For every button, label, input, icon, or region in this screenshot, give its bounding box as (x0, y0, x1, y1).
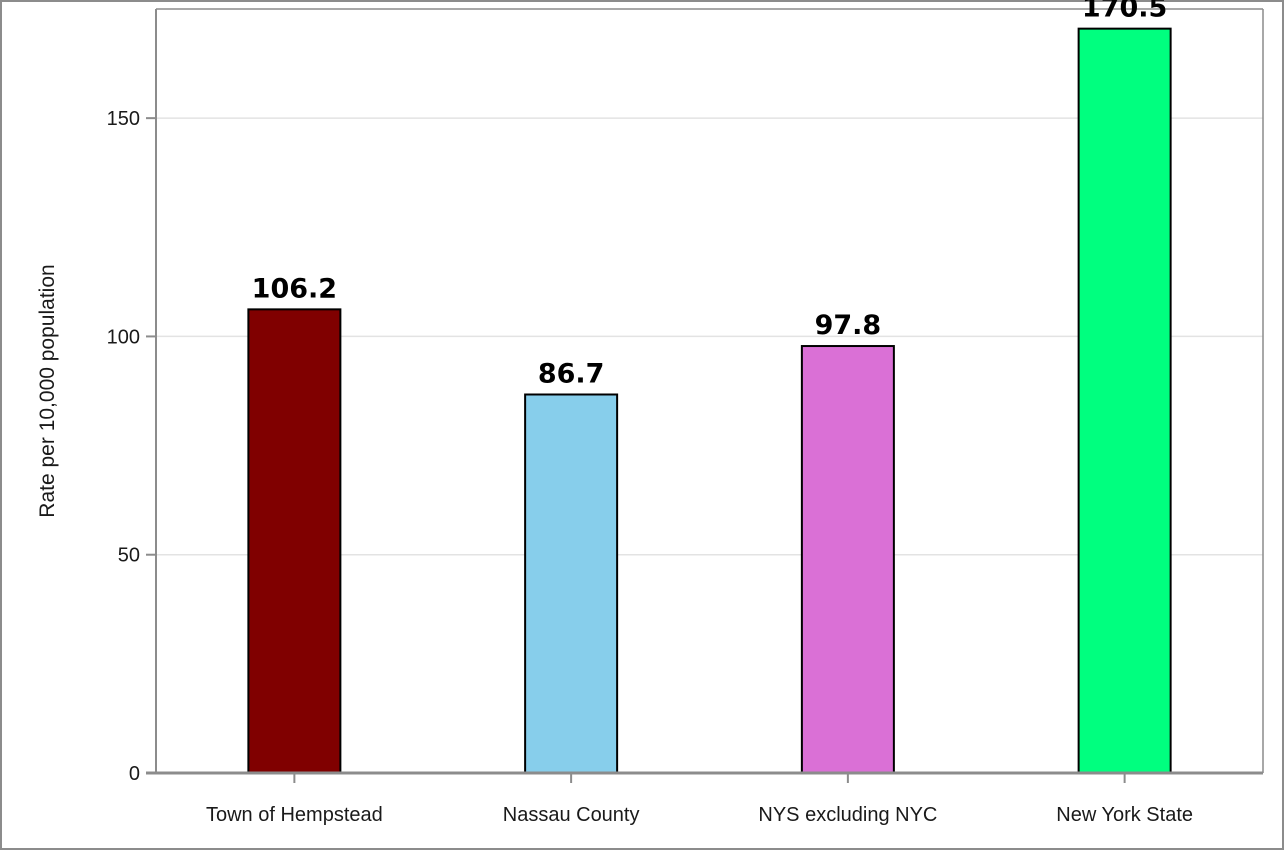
data-label: 97.8 (815, 310, 882, 341)
y-tick-label: 0 (129, 763, 140, 785)
bars (247, 27, 1172, 775)
x-tick-label: New York State (1056, 804, 1193, 826)
y-axis-title: Rate per 10,000 population (36, 264, 59, 517)
y-tick-label: 50 (118, 545, 140, 567)
bar (800, 345, 895, 774)
y-tick-label: 100 (107, 326, 140, 348)
x-tick-label: Town of Hempstead (206, 804, 383, 826)
x-tick-label: Nassau County (503, 804, 640, 826)
y-tick-label: 150 (107, 108, 140, 130)
axes (146, 8, 1264, 783)
data-label: 106.2 (252, 273, 337, 304)
bar (1077, 27, 1172, 775)
labels: 0 50 100 150 106.2 Town of Hempstead 86.7 Nassa… (107, 0, 1193, 826)
bar (524, 393, 619, 774)
bar (247, 308, 342, 774)
data-label: 170.5 (1082, 0, 1167, 24)
x-tick-label: NYS excluding NYC (758, 804, 937, 826)
data-label: 86.7 (538, 358, 605, 389)
